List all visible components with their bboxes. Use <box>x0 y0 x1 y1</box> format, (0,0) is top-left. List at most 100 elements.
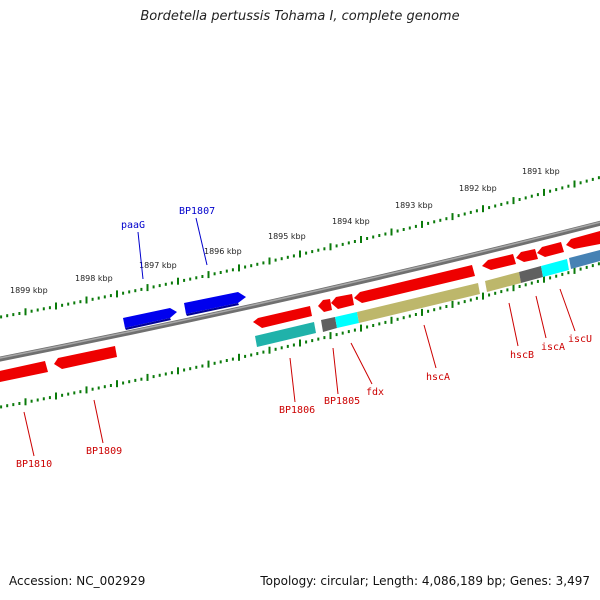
scale-label: 1894 kbp <box>332 217 370 226</box>
minor-tick <box>122 381 125 385</box>
minor-tick <box>597 262 600 266</box>
feature-hscA[interactable] <box>357 283 480 323</box>
feature-teal[interactable] <box>255 322 316 347</box>
gene-hscA-red[interactable] <box>354 265 475 303</box>
gene-BP1806[interactable] <box>253 306 312 328</box>
major-tick <box>238 264 240 272</box>
minor-tick <box>317 337 320 341</box>
minor-tick <box>18 312 21 315</box>
minor-tick <box>219 360 222 364</box>
minor-tick <box>311 339 314 343</box>
minor-tick <box>396 229 399 233</box>
genome-backbone <box>0 220 600 362</box>
minor-tick <box>274 258 277 262</box>
gene-label-BP1805: BP1805 <box>324 396 360 407</box>
minor-tick <box>579 267 582 271</box>
minor-tick <box>134 378 137 382</box>
major-tick <box>543 275 545 283</box>
gene-hscB-red[interactable] <box>482 254 516 270</box>
minor-tick <box>250 353 253 357</box>
minor-tick <box>292 254 295 258</box>
minor-tick <box>36 398 39 402</box>
feature-gray-2[interactable] <box>519 266 543 283</box>
minor-tick <box>79 300 82 304</box>
minor-tick <box>97 386 100 390</box>
gene-label-iscA: iscA <box>541 342 565 353</box>
gene-BP1809[interactable] <box>54 346 117 369</box>
gene-label-fdx: fdx <box>366 387 384 398</box>
gene-BP1810[interactable] <box>0 361 48 383</box>
major-tick <box>177 277 179 285</box>
minor-tick <box>530 281 533 285</box>
minor-tick <box>591 264 594 268</box>
minor-tick <box>555 274 558 278</box>
minor-tick <box>372 235 375 239</box>
gene-red-small-1[interactable] <box>318 299 332 312</box>
minor-tick <box>579 181 582 185</box>
minor-tick <box>18 402 21 405</box>
minor-tick <box>445 305 448 308</box>
major-tick <box>299 339 301 347</box>
major-tick <box>482 205 484 213</box>
gene-iscU-red[interactable] <box>537 242 564 257</box>
gene-iscA-red[interactable] <box>516 249 538 262</box>
major-tick <box>55 302 57 310</box>
minor-tick <box>427 221 430 225</box>
minor-tick <box>256 352 259 356</box>
minor-tick <box>536 279 539 283</box>
minor-tick <box>6 404 9 408</box>
minor-tick <box>140 377 143 381</box>
gene-BP1807[interactable] <box>184 292 246 314</box>
major-tick <box>55 392 57 400</box>
map-title: Bordetella pertussis Tohama I, complete … <box>140 9 460 24</box>
minor-tick <box>170 371 173 375</box>
minor-tick <box>152 375 155 379</box>
feature-hscB[interactable] <box>485 272 521 292</box>
major-tick <box>390 228 393 236</box>
minor-tick <box>274 347 277 351</box>
minor-tick <box>366 325 369 329</box>
minor-tick <box>91 387 94 391</box>
minor-tick <box>506 288 509 292</box>
minor-tick <box>536 193 539 197</box>
minor-tick <box>524 283 527 287</box>
minor-tick <box>262 350 265 354</box>
minor-tick <box>280 346 283 350</box>
feature-gray-1[interactable] <box>321 317 337 332</box>
minor-tick <box>97 296 100 300</box>
minor-tick <box>585 179 588 183</box>
minor-tick <box>378 322 381 326</box>
scale-labels: 1899 kbp 1898 kbp 1897 kbp 1896 kbp 1895… <box>10 167 560 295</box>
minor-tick <box>457 301 460 305</box>
minor-tick <box>494 204 497 208</box>
gene-red-edge[interactable] <box>566 231 600 249</box>
feature-steel[interactable] <box>569 250 600 269</box>
minor-tick <box>549 189 552 193</box>
minor-tick <box>488 293 491 297</box>
minor-tick <box>42 307 45 311</box>
minor-tick <box>73 301 76 305</box>
minor-tick <box>164 372 167 376</box>
feature-iscA[interactable] <box>541 259 569 277</box>
major-tick <box>146 373 149 381</box>
minor-tick <box>555 188 558 192</box>
minor-tick <box>463 300 466 304</box>
minor-tick <box>109 294 112 298</box>
topology-text: Topology: circular; Length: 4,086,189 bp… <box>260 574 590 588</box>
minor-tick <box>567 271 570 275</box>
gene-red-small-2[interactable] <box>331 294 354 309</box>
gene-paaG[interactable] <box>123 308 177 328</box>
minor-tick <box>189 277 192 281</box>
minor-tick <box>384 232 387 236</box>
inner-scale-ticks <box>0 262 600 409</box>
gene-label-hscA: hscA <box>426 372 450 383</box>
feature-fdx[interactable] <box>335 312 359 328</box>
gene-label-BP1809: BP1809 <box>86 446 122 457</box>
minor-tick <box>30 399 33 403</box>
minor-tick <box>12 313 15 317</box>
minor-tick <box>561 272 564 276</box>
minor-tick <box>262 261 265 265</box>
major-tick <box>512 197 515 205</box>
minor-tick <box>353 240 356 243</box>
